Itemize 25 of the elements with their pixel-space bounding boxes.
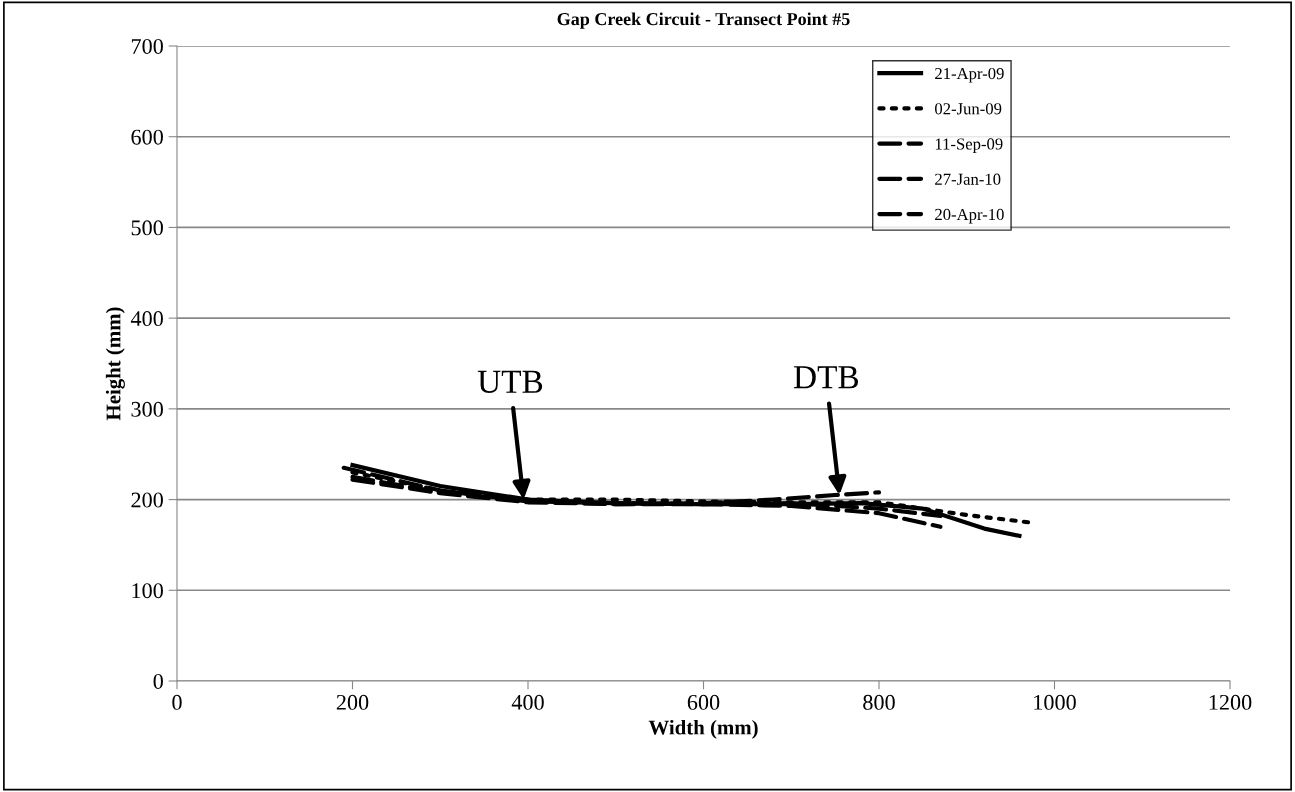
legend-label: 11-Sep-09 bbox=[935, 138, 1003, 153]
x-tick-label: 600 bbox=[687, 694, 720, 710]
legend-label: 20-Apr-10 bbox=[935, 208, 1004, 224]
annotation: UTB bbox=[477, 370, 543, 394]
y-axis-title: Height (mm) bbox=[105, 307, 125, 421]
annotation: DTB bbox=[793, 366, 859, 389]
y-tick-label: 700 bbox=[131, 38, 163, 54]
y-tick-label: 0 bbox=[153, 673, 163, 689]
y-tick-label: 500 bbox=[131, 220, 163, 236]
y-tick-label: 100 bbox=[132, 583, 163, 599]
x-tick-label: 1000 bbox=[1034, 694, 1076, 710]
y-tick-label: 200 bbox=[131, 492, 163, 508]
x-tick-label: 200 bbox=[336, 694, 369, 710]
x-axis-title: Width (mm) bbox=[648, 719, 758, 739]
legend-label: 21-Apr-09 bbox=[935, 67, 1004, 83]
y-tick-label: 300 bbox=[131, 401, 163, 417]
chart-title: Gap Creek Circuit - Transect Point #5 bbox=[557, 12, 850, 29]
x-tick-label: 0 bbox=[172, 694, 182, 710]
legend-label: 02-Jun-09 bbox=[935, 103, 1002, 115]
x-tick-label: 1200 bbox=[1209, 694, 1252, 710]
x-tick-label: 400 bbox=[511, 694, 544, 710]
y-tick-label: 400 bbox=[130, 311, 163, 327]
x-tick-label: 800 bbox=[863, 694, 895, 710]
y-tick-label: 600 bbox=[131, 129, 163, 145]
legend-label: 27-Jan-10 bbox=[935, 173, 1001, 185]
